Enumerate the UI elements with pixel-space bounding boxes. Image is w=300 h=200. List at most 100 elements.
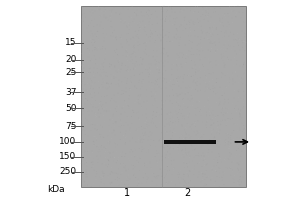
Point [238, 147, 242, 150]
Point [151, 85, 156, 88]
Point [190, 98, 194, 101]
Point [182, 38, 187, 41]
Point [179, 130, 184, 133]
Point [239, 114, 244, 118]
Point [201, 62, 206, 66]
Point [199, 57, 204, 60]
Point [240, 65, 244, 69]
Point [170, 161, 175, 165]
Point [226, 87, 230, 90]
Point [96, 149, 101, 152]
Point [242, 134, 246, 137]
Point [236, 88, 241, 91]
Point [155, 122, 160, 125]
Point [178, 103, 182, 106]
Point [137, 122, 142, 126]
Point [110, 46, 115, 49]
Point [113, 144, 118, 147]
Point [136, 13, 141, 16]
Point [126, 184, 131, 187]
Point [140, 50, 145, 53]
Point [188, 60, 193, 63]
Point [190, 52, 194, 55]
Point [80, 76, 84, 79]
Point [235, 51, 240, 54]
Point [85, 24, 89, 27]
Point [114, 160, 118, 163]
Point [206, 97, 211, 100]
Point [80, 113, 84, 117]
Point [133, 12, 138, 16]
Point [214, 132, 219, 136]
Point [183, 147, 188, 150]
Point [81, 125, 85, 128]
Point [96, 157, 101, 160]
Point [92, 18, 97, 21]
Point [152, 42, 157, 45]
Point [100, 78, 104, 82]
Point [198, 176, 203, 179]
Point [81, 83, 85, 86]
Point [83, 98, 88, 102]
Point [118, 53, 123, 56]
Point [190, 36, 195, 39]
Point [238, 53, 243, 57]
Point [142, 46, 146, 49]
Point [214, 52, 219, 55]
Point [195, 64, 200, 68]
Point [216, 43, 221, 46]
Point [141, 58, 146, 61]
Point [168, 59, 173, 62]
Point [93, 149, 98, 152]
Point [86, 24, 91, 27]
Point [98, 172, 103, 175]
Point [115, 158, 120, 162]
Point [241, 189, 245, 192]
Point [80, 182, 85, 185]
Point [173, 75, 178, 79]
Point [132, 152, 137, 155]
Point [166, 84, 171, 88]
Point [181, 166, 185, 170]
Point [112, 161, 117, 164]
Point [190, 155, 195, 158]
Point [119, 40, 124, 44]
Point [187, 35, 192, 38]
Point [152, 98, 157, 101]
Point [118, 125, 123, 128]
Point [162, 177, 167, 181]
Point [213, 79, 218, 82]
Point [242, 69, 247, 72]
Point [206, 21, 211, 24]
Point [139, 14, 144, 17]
Point [95, 166, 100, 169]
Point [130, 45, 135, 48]
Point [124, 146, 128, 149]
Point [237, 118, 242, 121]
Point [102, 115, 107, 118]
Point [208, 71, 213, 74]
Point [231, 35, 236, 39]
Point [119, 46, 124, 49]
Point [204, 33, 209, 36]
Point [220, 87, 225, 90]
Point [171, 132, 176, 135]
Point [167, 177, 171, 180]
Point [188, 165, 193, 168]
Point [94, 80, 99, 83]
Point [96, 67, 100, 70]
Point [95, 50, 100, 53]
Point [106, 36, 111, 39]
Point [206, 184, 211, 187]
Point [159, 157, 164, 160]
Point [82, 147, 87, 151]
Point [150, 16, 154, 19]
Point [125, 80, 130, 83]
Point [219, 142, 224, 145]
Point [236, 105, 241, 108]
Point [185, 90, 190, 93]
Point [162, 179, 167, 182]
Point [140, 110, 145, 114]
Point [127, 15, 132, 18]
Point [99, 117, 103, 120]
